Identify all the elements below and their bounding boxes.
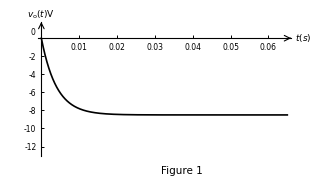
Text: 0: 0 (31, 28, 36, 37)
Text: $t(s)$: $t(s)$ (295, 32, 311, 44)
Text: Figure 1: Figure 1 (161, 166, 203, 176)
Text: $v_{\rm o}(t)$V: $v_{\rm o}(t)$V (27, 9, 55, 21)
